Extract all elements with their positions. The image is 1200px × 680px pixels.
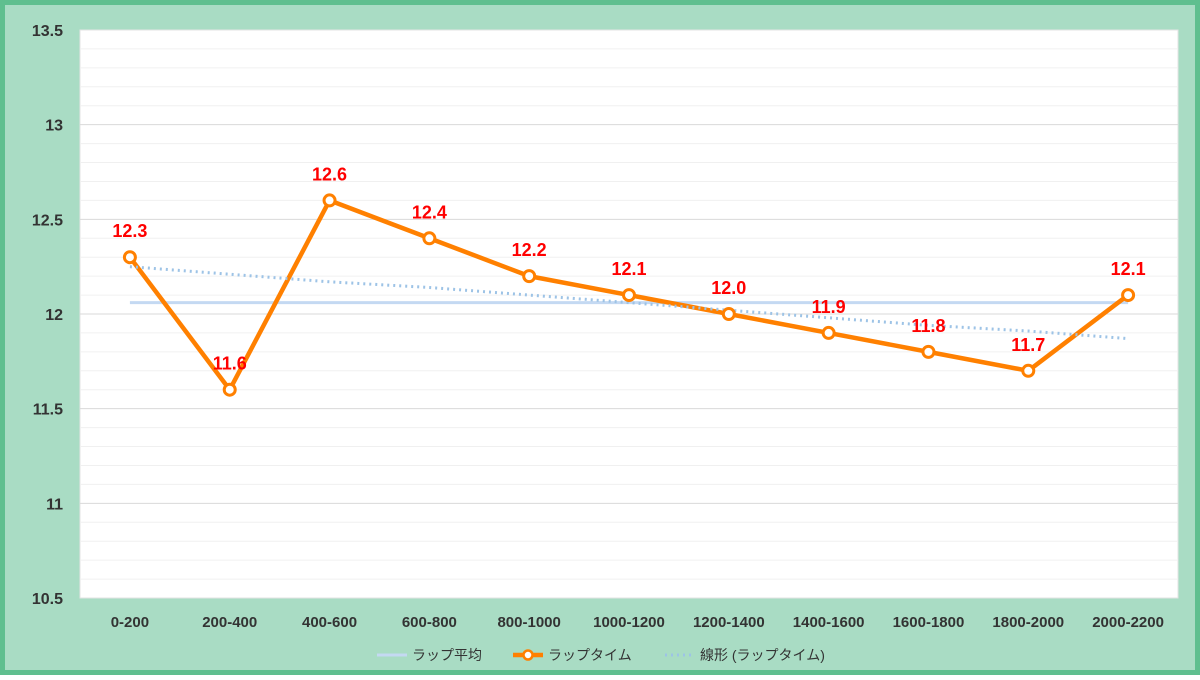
data-label: 11.9 [812, 297, 846, 317]
x-tick-label: 1200-1400 [693, 614, 765, 631]
y-tick-label: 11.5 [33, 402, 63, 419]
x-tick-label: 400-600 [302, 614, 357, 631]
lap-time-point [522, 269, 537, 284]
y-tick-label: 13.5 [32, 23, 63, 40]
legend: ラップ平均 ラップタイム 線形 (ラップタイム) [377, 647, 825, 663]
lap-time-point [422, 231, 437, 246]
y-tick-label: 10.5 [32, 591, 63, 608]
lap-time-point [1021, 363, 1036, 378]
data-labels: 12.3 11.6 12.6 12.4 12.2 12.1 12.0 11.9 11.8 11.7… [112, 164, 1145, 373]
x-tick-label: 200-400 [202, 614, 257, 631]
trend-line [129, 265, 1129, 341]
legend-label: ラップタイム [548, 647, 632, 663]
lap-time-point [1121, 288, 1136, 303]
x-tick-label: 1800-2000 [992, 614, 1064, 631]
data-label: 12.1 [1111, 259, 1146, 279]
x-tick-label: 2000-2200 [1092, 614, 1164, 631]
y-tick-label: 13 [45, 118, 63, 135]
data-label: 12.3 [112, 221, 147, 241]
x-tick-label: 600-800 [402, 614, 457, 631]
data-label: 12.2 [512, 240, 547, 260]
lap-time-point [921, 344, 936, 359]
data-label: 12.4 [412, 202, 447, 222]
data-label: 12.1 [611, 259, 646, 279]
gridlines [80, 48, 1178, 580]
x-tick-label: 1600-1800 [893, 614, 965, 631]
data-label: 11.8 [911, 316, 945, 336]
legend-label: ラップ平均 [412, 647, 482, 663]
x-tick-label: 1000-1200 [593, 614, 665, 631]
legend-lap-time-marker [522, 649, 534, 661]
lap-time-point [222, 382, 237, 397]
x-axis-ticks: 0-200 200-400 400-600 600-800 800-1000 1000-1… [111, 614, 1164, 631]
lap-time-point [322, 193, 337, 208]
data-label: 12.0 [711, 278, 746, 298]
lap-time-point [721, 307, 736, 321]
lap-time-point [622, 288, 636, 303]
x-tick-label: 800-1000 [497, 614, 560, 631]
lap-time-point [821, 325, 836, 340]
line-chart: 13.5 13 12.5 12 11.5 11 10.5 0-200 200-400 400-6… [32, 23, 1179, 663]
lap-time-point [122, 250, 137, 265]
y-tick-label: 11 [46, 496, 63, 513]
legend-label: 線形 (ラップタイム) [700, 647, 825, 663]
y-tick-label: 12 [45, 307, 63, 324]
data-label: 12.6 [312, 164, 347, 184]
data-label: 11.6 [213, 354, 247, 374]
x-tick-label: 0-200 [111, 614, 149, 631]
x-tick-label: 1400-1600 [793, 614, 865, 631]
y-axis-ticks: 13.5 13 12.5 12 11.5 11 10.5 [32, 23, 63, 608]
data-label: 11.7 [1011, 335, 1045, 355]
y-tick-label: 12.5 [32, 212, 63, 229]
data-points [122, 193, 1136, 397]
